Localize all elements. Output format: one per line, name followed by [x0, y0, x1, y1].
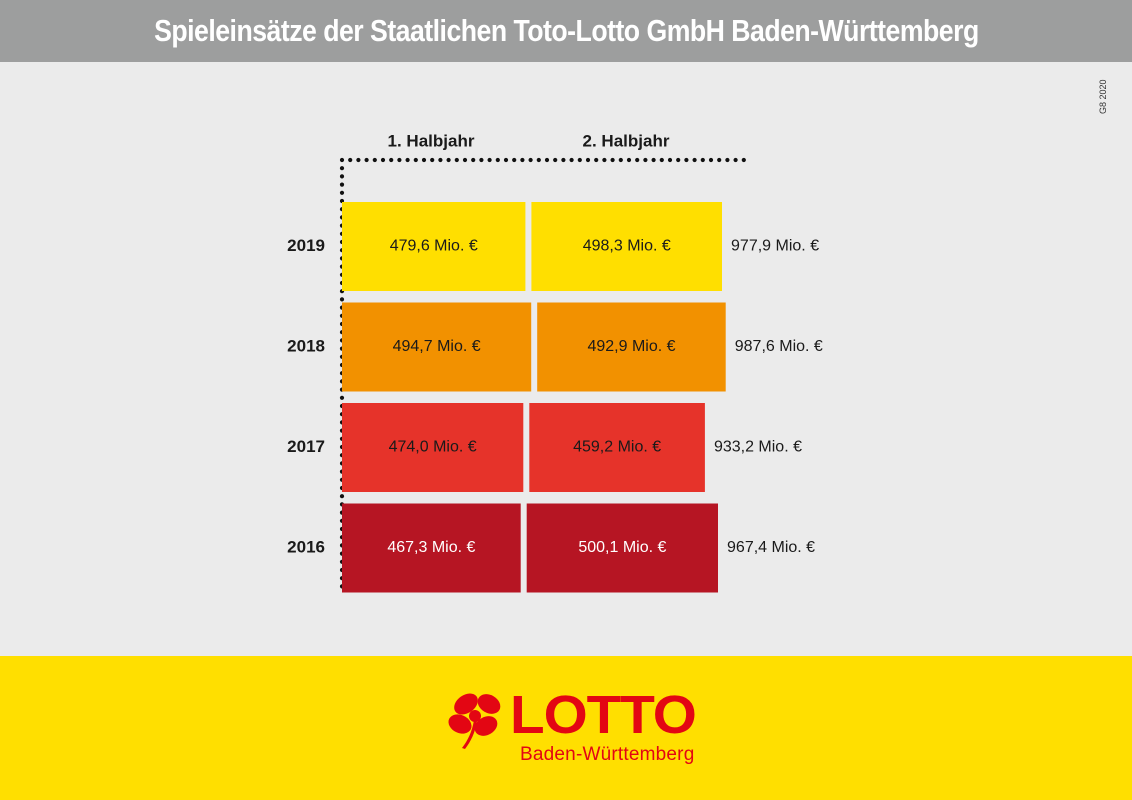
column-header-h2: 2. Halbjahr [583, 131, 670, 150]
axis-dot-top [741, 157, 746, 163]
logo-wordmark: LOTTO [510, 685, 697, 745]
axis-dot-top [708, 157, 714, 163]
total-label-2018: 987,6 Mio. € [735, 338, 823, 355]
year-label-2018: 2018 [287, 336, 325, 355]
stacked-bar-chart: 1. Halbjahr 2. Halbjahr 479,6 Mio. € 498,3 … [287, 131, 823, 593]
axis-dot-top [421, 157, 427, 163]
year-label-2017: 2017 [287, 437, 325, 456]
axis-dot-left [339, 182, 345, 187]
axis-dot-top [446, 157, 451, 163]
axis-dot-top [618, 157, 623, 163]
data-label-h2-2019: 498,3 Mio. € [583, 238, 671, 255]
axis-dot-left [339, 190, 345, 195]
axis-dot-top [594, 157, 599, 163]
axis-dot-top [577, 157, 582, 163]
axis-dot-top [471, 157, 476, 163]
axis-dot-top [389, 157, 394, 163]
axis-dot-top [413, 157, 418, 163]
axis-dot-top [495, 157, 500, 163]
axis-dot-top [643, 157, 648, 163]
year-label-2016: 2016 [287, 537, 325, 556]
page-title: Spieleinsätze der Staatlichen Toto-Lotto… [153, 13, 979, 48]
axis-dot-top [438, 157, 443, 163]
data-label-h1-2017: 474,0 Mio. € [389, 439, 477, 456]
data-label-h2-2018: 492,9 Mio. € [587, 338, 675, 355]
bar-h1-2016 [342, 503, 521, 593]
header-bar: Spieleinsätze der Staatlichen Toto-Lotto… [0, 0, 1132, 62]
bar-h2-2018 [537, 302, 726, 392]
logo-subtitle: Baden-Württemberg [520, 744, 695, 765]
axis-dot-top [372, 157, 377, 163]
axis-dot-top [544, 157, 550, 163]
axis-dot-top [585, 157, 591, 163]
data-label-h2-2016: 500,1 Mio. € [578, 539, 666, 556]
chart-area: 1. Halbjahr 2. Halbjahr 479,6 Mio. € 498,3 … [0, 62, 1132, 656]
axis-dot-top [635, 157, 640, 163]
axis-dot-top [430, 157, 435, 163]
axis-dot-top [405, 157, 410, 163]
axis-dot-left [339, 166, 345, 171]
total-label-2016: 967,4 Mio. € [727, 539, 815, 556]
axis-dot-top [692, 157, 697, 163]
axis-dot-top [536, 157, 541, 163]
axis-dot-top [700, 157, 705, 163]
axis-dot-left [339, 174, 345, 179]
axis-dot-top [733, 157, 738, 163]
total-label-2019: 977,9 Mio. € [731, 238, 819, 255]
axis-dot-top [626, 157, 632, 163]
axis-dot-top [479, 157, 484, 163]
axis-dot-top [462, 157, 468, 163]
axis-dot-top [364, 157, 369, 163]
axis-dot-top [610, 157, 615, 163]
axis-dot-top [380, 157, 386, 163]
axis-dot-top [717, 157, 722, 163]
axis-dot-left [339, 297, 345, 302]
axis-dot-top [659, 157, 664, 163]
column-header-h1: 1. Halbjahr [388, 131, 475, 150]
axis-dot-top [602, 157, 607, 163]
bar-h1-2018 [342, 302, 532, 392]
axis-dot-top [339, 157, 345, 163]
total-label-2017: 933,2 Mio. € [714, 439, 802, 456]
axis-dot-top [503, 157, 509, 163]
axis-dot-top [725, 157, 730, 163]
axis-dot-top [569, 157, 574, 163]
bar-h1-2017 [342, 403, 524, 492]
lotto-logo: LOTTO Baden-Württemberg [444, 685, 697, 781]
axis-dot-left [339, 494, 345, 499]
axis-dot-top [667, 157, 673, 163]
axis-dot-top [684, 157, 689, 163]
bar-h1-2019 [342, 202, 526, 291]
axis-dot-top [512, 157, 517, 163]
axis-dot-top [356, 157, 361, 163]
axis-dot-left [339, 395, 345, 400]
data-label-h1-2019: 479,6 Mio. € [390, 238, 478, 255]
data-label-h1-2018: 494,7 Mio. € [393, 338, 481, 355]
axis-dot-top [553, 157, 558, 163]
data-label-h2-2017: 459,2 Mio. € [573, 439, 661, 456]
axis-dot-top [528, 157, 533, 163]
bar-h2-2017 [529, 403, 705, 492]
axis-dot-top [561, 157, 566, 163]
data-label-h1-2016: 467,3 Mio. € [387, 539, 475, 556]
axis-dot-top [676, 157, 681, 163]
axis-dot-top [397, 157, 402, 163]
axis-dot-top [348, 157, 353, 163]
bar-h2-2019 [531, 202, 722, 291]
axis-dot-top [651, 157, 656, 163]
footer-bar: LOTTO Baden-Württemberg [0, 656, 1132, 800]
axis-dot-top [487, 157, 492, 163]
year-label-2019: 2019 [287, 236, 325, 255]
axis-dot-top [520, 157, 525, 163]
bar-h2-2016 [526, 503, 718, 593]
clover-icon [448, 693, 501, 749]
axis-dot-top [454, 157, 459, 163]
